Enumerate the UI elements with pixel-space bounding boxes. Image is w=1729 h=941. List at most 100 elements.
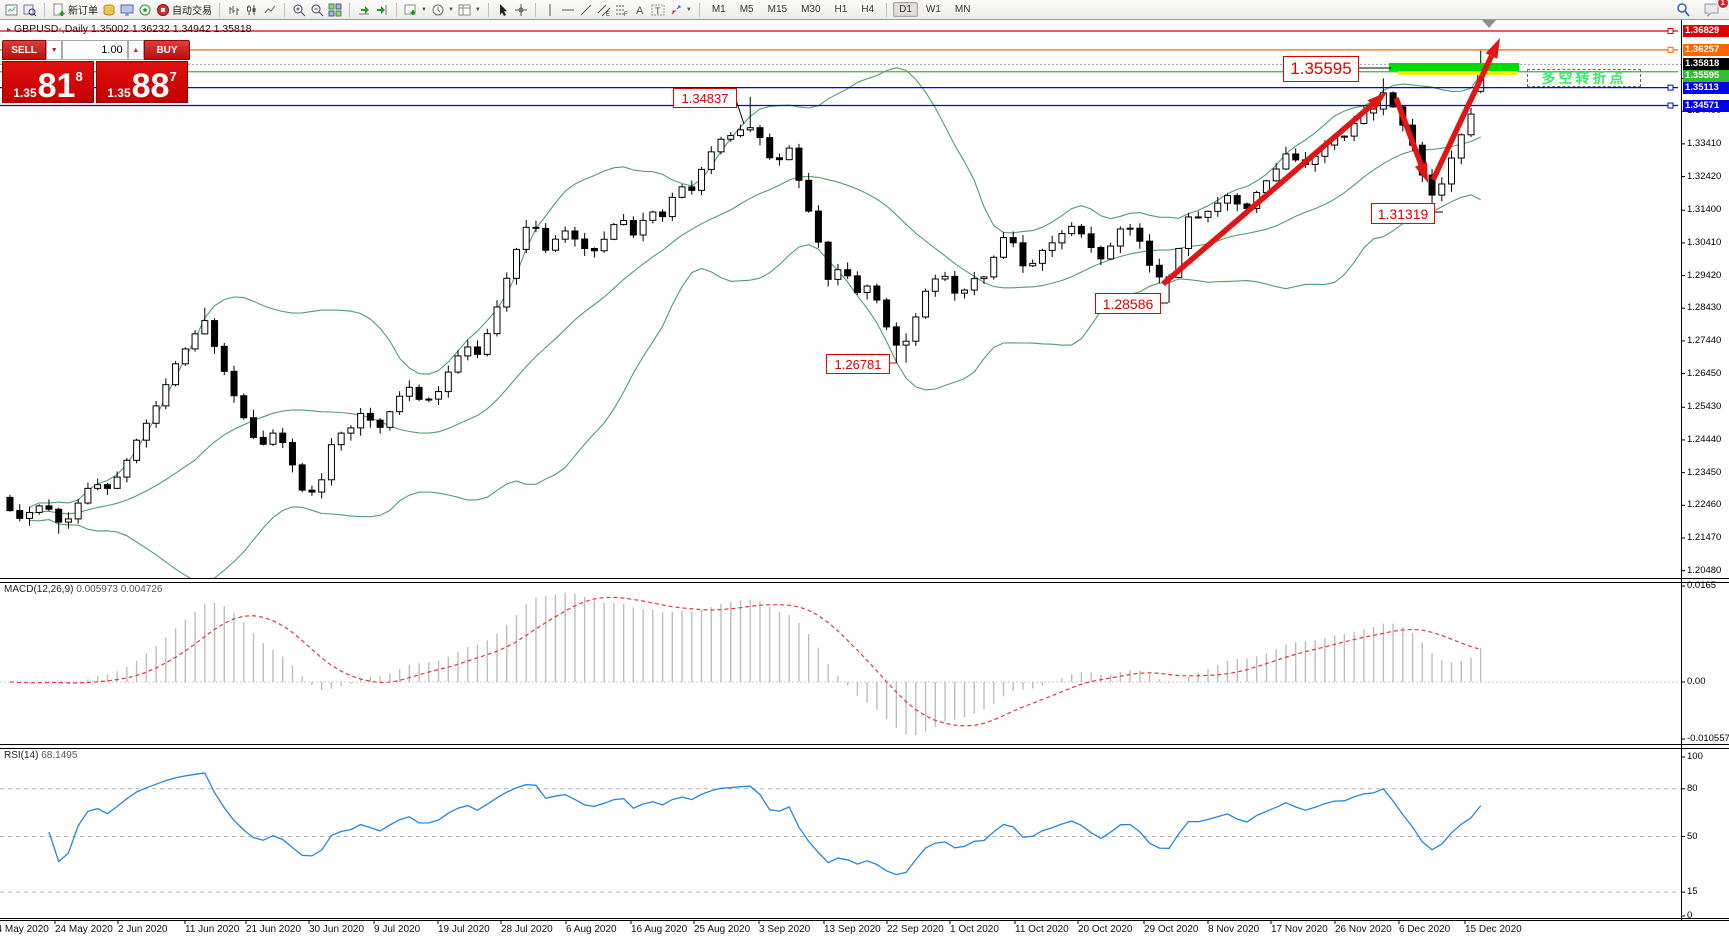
volume-increase-button[interactable]: ▲ [127, 40, 145, 60]
turning-point-note[interactable]: 多空转折点 [1527, 69, 1641, 87]
equidistant-channel-button[interactable]: E [595, 2, 613, 18]
price-annotation[interactable]: 1.34837 [673, 88, 737, 108]
volume-decrease-button[interactable]: ▼ [46, 40, 63, 60]
price-annotation[interactable]: 1.28586 [1095, 293, 1161, 314]
timeframe-m5[interactable]: M5 [739, 4, 754, 15]
date-axis-label: 2 Jun 2020 [118, 924, 168, 935]
line-chart-button[interactable] [261, 2, 279, 18]
chevron-down-icon[interactable]: ▼ [685, 6, 692, 13]
vertical-line-icon [543, 3, 557, 17]
line-chart-icon [263, 3, 277, 17]
sell-button[interactable]: SELL [2, 40, 47, 60]
date-axis-label: 13 Sep 2020 [824, 924, 881, 935]
templates-button[interactable]: ▼ [456, 2, 483, 18]
timeframe-h4[interactable]: H4 [861, 4, 875, 15]
bid-price-base: 1.35 [13, 86, 37, 100]
svg-text:T: T [655, 6, 661, 16]
timeframe-mn[interactable]: MN [954, 4, 971, 15]
horizontal-line-button[interactable] [559, 2, 577, 18]
fibonacci-button[interactable]: F [613, 2, 631, 18]
equidistant-channel-icon: E [597, 3, 611, 17]
ask-price[interactable]: 1.35 88 7 [96, 61, 188, 103]
indicators-icon [404, 3, 418, 17]
date-axis-label: 3 Sep 2020 [759, 924, 811, 935]
line-anchor-marker[interactable] [1667, 46, 1674, 53]
tile-windows-button[interactable] [326, 2, 344, 18]
bar-chart-button[interactable] [225, 2, 243, 18]
chevron-down-icon[interactable]: ▼ [474, 6, 481, 13]
price-axis-tick: 1.28430 [1687, 302, 1722, 314]
chart-profiles-button[interactable] [21, 2, 39, 18]
price-annotation[interactable]: 1.35595 [1283, 56, 1359, 82]
arrows-button[interactable]: ▼ [667, 2, 694, 18]
symbol-period-label: GBPUSD-,Daily [13, 23, 89, 35]
zoom-in-button[interactable] [290, 2, 308, 18]
price-axis-tick: 1.31400 [1687, 204, 1722, 216]
chevron-down-icon[interactable]: ▼ [421, 6, 427, 13]
timeframe-d1[interactable]: D1 [893, 2, 918, 17]
trend-arrow[interactable] [1393, 97, 1428, 183]
metaeditor-button[interactable] [100, 2, 118, 18]
text-label-button[interactable]: T [649, 2, 667, 18]
market-watch-button[interactable] [118, 2, 136, 18]
text-button[interactable]: A [631, 2, 649, 18]
zoom-out-button[interactable] [308, 2, 326, 18]
title-marker-icon: ▸ [7, 25, 12, 34]
candlestick-button[interactable] [243, 2, 261, 18]
macd-name: MACD(12,26,9) [4, 584, 74, 595]
cursor-button[interactable] [494, 2, 512, 18]
rsi-value: 68.1495 [41, 750, 78, 761]
date-axis-label: 30 Jun 2020 [309, 924, 365, 935]
bid-price-pips: 81 [37, 67, 76, 105]
signals-button[interactable] [136, 2, 154, 18]
volume-field[interactable]: 1.00 [62, 40, 128, 60]
chart-shift-button[interactable] [373, 2, 391, 18]
bid-price-point: 8 [75, 69, 83, 84]
crosshair-button[interactable] [512, 2, 530, 18]
price-axis-tick: 1.23450 [1687, 466, 1722, 478]
timeframe-m1[interactable]: M1 [711, 4, 726, 15]
timeframe-m30[interactable]: M30 [801, 4, 821, 15]
auto-scroll-button[interactable] [355, 2, 373, 18]
notifications-button[interactable]: 1 [1701, 0, 1729, 19]
buy-button[interactable]: BUY [144, 40, 191, 60]
date-axis-label: 6 Aug 2020 [566, 924, 617, 935]
highlight-yellow-bar[interactable] [1398, 71, 1517, 75]
trend-arrow[interactable] [1430, 38, 1500, 182]
price-annotation[interactable]: 1.31319 [1371, 203, 1435, 224]
periods-button[interactable]: ▼ [429, 2, 456, 18]
timeframe-w1[interactable]: W1 [925, 4, 941, 15]
new-order-icon [52, 3, 66, 17]
trend-arrow[interactable] [1161, 92, 1387, 287]
rsi-axis-tick: 80 [1687, 782, 1698, 794]
bid-price[interactable]: 1.35 81 8 [2, 61, 94, 103]
chevron-down-icon[interactable]: ▼ [447, 6, 454, 13]
tile-windows-icon [328, 3, 342, 17]
candlestick-series [6, 50, 1485, 534]
autotrading-button[interactable]: 自动交易 [154, 1, 214, 18]
timeframe-m15[interactable]: M15 [767, 4, 788, 15]
highlight-green-bar[interactable] [1389, 63, 1519, 71]
new-chart-button[interactable] [3, 2, 21, 18]
search-button[interactable] [1673, 1, 1693, 19]
trendline-icon [579, 3, 593, 17]
line-anchor-marker[interactable] [1667, 84, 1674, 91]
new-order-button[interactable]: 新订单 [50, 1, 100, 18]
macd-axis-tick: -0.0105571 [1687, 733, 1729, 744]
gray-arrow-marker[interactable] [1482, 20, 1496, 28]
timeframe-h1[interactable]: H1 [834, 4, 848, 15]
date-axis-label: 20 Oct 2020 [1078, 924, 1133, 935]
bollinger-bands [29, 67, 1482, 578]
vertical-line-button[interactable] [541, 2, 559, 18]
date-axis-label: 28 Jul 2020 [501, 924, 553, 935]
toolbar-separator [284, 2, 285, 17]
date-axis-label: 14 May 2020 [0, 924, 49, 935]
trendline-button[interactable] [577, 2, 595, 18]
line-anchor-marker[interactable] [1667, 102, 1674, 109]
chart-profiles-icon [23, 3, 37, 17]
price-annotation[interactable]: 1.26781 [826, 354, 890, 374]
line-anchor-marker[interactable] [1667, 28, 1674, 34]
indicators-button[interactable]: ▼ [402, 2, 429, 18]
